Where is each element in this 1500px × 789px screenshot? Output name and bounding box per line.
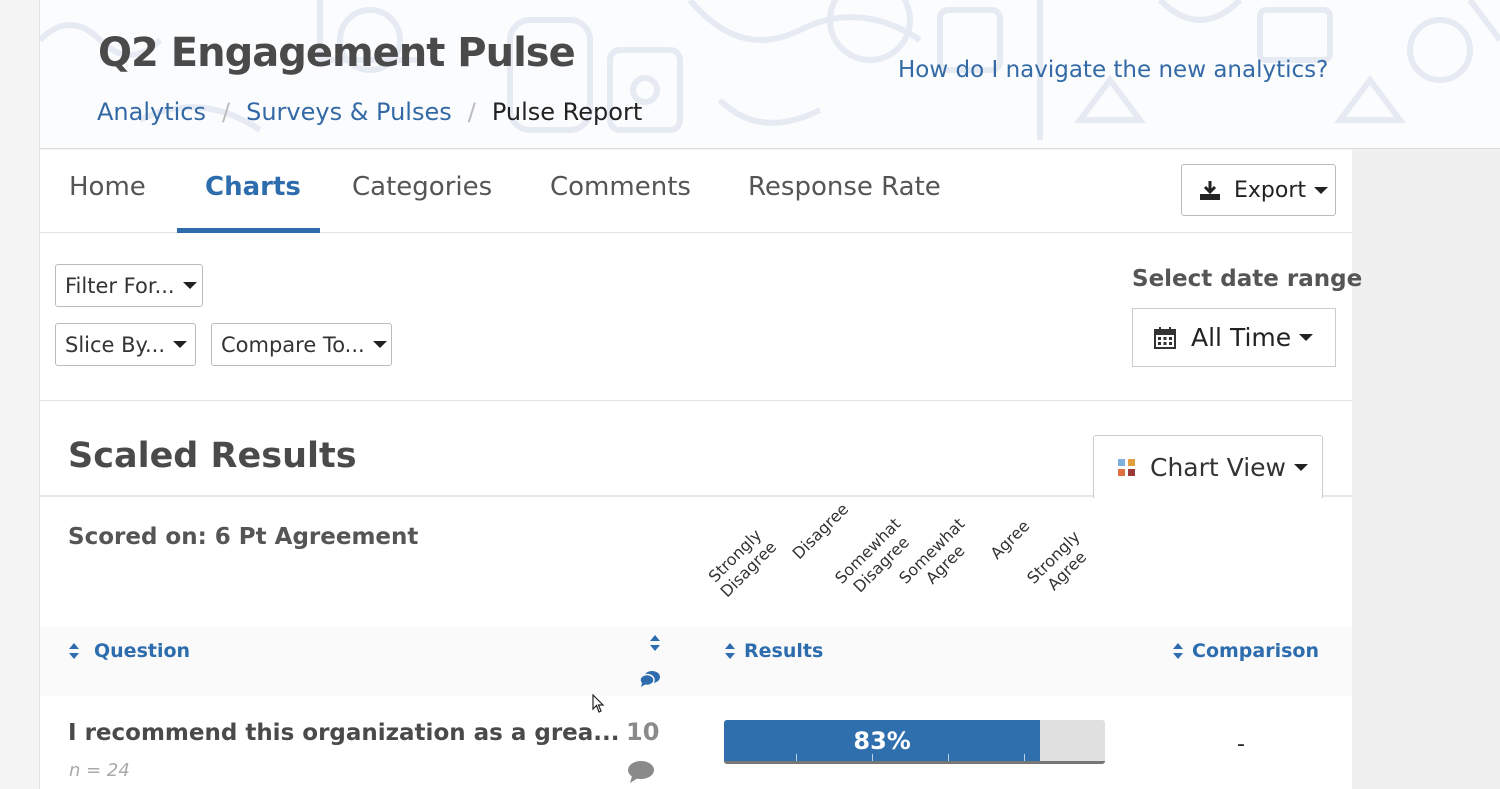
- chevron-down-icon: [1293, 464, 1308, 471]
- report-panel: Home Charts Categories Comments Response…: [40, 150, 1362, 789]
- result-bar-fill: 83%: [724, 720, 1041, 761]
- page-title: Q2 Engagement Pulse: [98, 30, 576, 76]
- tab-charts[interactable]: Charts: [205, 172, 301, 202]
- chart-view-dropdown[interactable]: Chart View: [1093, 435, 1323, 499]
- bar-baseline: [724, 761, 1105, 764]
- comments-icon: [639, 671, 660, 687]
- scale-label-strongly-agree: Strongly Agree: [1023, 526, 1091, 595]
- chevron-down-icon: [1299, 334, 1314, 341]
- sort-icon: [69, 643, 79, 659]
- bar-tick: [796, 754, 797, 761]
- chart-view-label: Chart View: [1150, 453, 1286, 482]
- comments-sort-icon[interactable]: [649, 634, 661, 652]
- chevron-down-icon: [182, 282, 197, 289]
- comment-count[interactable]: 10: [626, 718, 660, 746]
- filter-for-dropdown[interactable]: Filter For...: [55, 264, 203, 307]
- right-gutter: [1352, 150, 1500, 789]
- calendar-icon: [1154, 326, 1176, 349]
- results-column-header[interactable]: Results: [724, 640, 823, 662]
- active-tab-indicator: [177, 228, 320, 233]
- comparison-column-header[interactable]: Comparison: [1172, 640, 1319, 662]
- tab-bar: Home Charts Categories Comments Response…: [40, 150, 1352, 233]
- bar-tick: [1024, 754, 1025, 761]
- response-count: n = 24: [69, 760, 130, 781]
- compare-to-dropdown[interactable]: Compare To...: [211, 323, 392, 366]
- scale-label-disagree: Disagree: [788, 499, 853, 563]
- comment-bubble-icon[interactable]: [627, 760, 655, 784]
- comparison-value: -: [1237, 732, 1245, 757]
- header-background-illustration: [40, 0, 1500, 140]
- scale-label-somewhat-disagree: Somewhat Disagree: [831, 514, 914, 597]
- question-column-label: Question: [94, 640, 191, 662]
- chevron-down-icon: [1314, 186, 1329, 194]
- chevron-down-icon: [372, 341, 387, 348]
- date-range-dropdown[interactable]: All Time: [1132, 308, 1336, 367]
- result-percent-label: 83%: [853, 726, 911, 755]
- question-text[interactable]: I recommend this organization as a grea.…: [68, 720, 620, 746]
- date-range-value: All Time: [1191, 323, 1292, 352]
- section-header: Scaled Results Chart View: [40, 402, 1352, 499]
- breadcrumb-separator: /: [221, 98, 231, 126]
- sort-icon: [725, 643, 735, 659]
- filter-bar: Filter For... Slice By... Compare To... …: [40, 234, 1362, 401]
- scale-label-somewhat-agree: Somewhat Agree: [895, 514, 969, 588]
- question-column-header[interactable]: Question: [68, 640, 190, 662]
- bar-tick: [948, 754, 949, 761]
- export-label: Export: [1234, 177, 1307, 203]
- comparison-column-label: Comparison: [1192, 640, 1319, 662]
- scored-on-label: Scored on: 6 Pt Agreement: [68, 524, 419, 550]
- compare-to-label: Compare To...: [221, 332, 365, 357]
- breadcrumb-current: Pulse Report: [491, 98, 643, 126]
- scale-label-strongly-disagree: Strongly Disagree: [704, 525, 781, 601]
- export-button[interactable]: Export: [1181, 164, 1336, 216]
- section-title: Scaled Results: [68, 436, 357, 476]
- sort-icon: [1173, 643, 1183, 659]
- results-column-label: Results: [744, 640, 824, 662]
- results-table: Scored on: 6 Pt Agreement Strongly Disagr…: [40, 498, 1352, 789]
- left-gutter: [0, 0, 40, 789]
- tab-comments[interactable]: Comments: [550, 172, 691, 202]
- scale-label-agree: Agree: [986, 516, 1034, 563]
- breadcrumb-surveys-pulses[interactable]: Surveys & Pulses: [246, 98, 452, 126]
- report-header: Q2 Engagement Pulse Analytics / Surveys …: [40, 0, 1500, 149]
- tab-categories[interactable]: Categories: [352, 172, 493, 202]
- table-row[interactable]: I recommend this organization as a grea.…: [40, 696, 1352, 789]
- slice-by-label: Slice By...: [65, 332, 166, 357]
- table-header-row: Question Results Comparison: [40, 626, 1352, 696]
- breadcrumb-analytics[interactable]: Analytics: [97, 98, 206, 126]
- tab-response-rate[interactable]: Response Rate: [748, 172, 941, 202]
- filter-for-label: Filter For...: [65, 273, 175, 298]
- breadcrumb: Analytics / Surveys & Pulses / Pulse Rep…: [97, 98, 642, 126]
- chart-grid-icon: [1118, 458, 1135, 476]
- result-bar[interactable]: 83%: [724, 720, 1105, 764]
- chevron-down-icon: [173, 341, 188, 348]
- breadcrumb-separator: /: [467, 98, 476, 126]
- tab-home[interactable]: Home: [69, 172, 146, 202]
- mouse-cursor-icon: [592, 694, 605, 713]
- slice-by-dropdown[interactable]: Slice By...: [55, 323, 196, 366]
- download-icon: [1200, 181, 1220, 200]
- help-link[interactable]: How do I navigate the new analytics?: [898, 57, 1329, 83]
- bar-tick: [872, 754, 873, 761]
- date-range-label: Select date range: [1132, 266, 1363, 292]
